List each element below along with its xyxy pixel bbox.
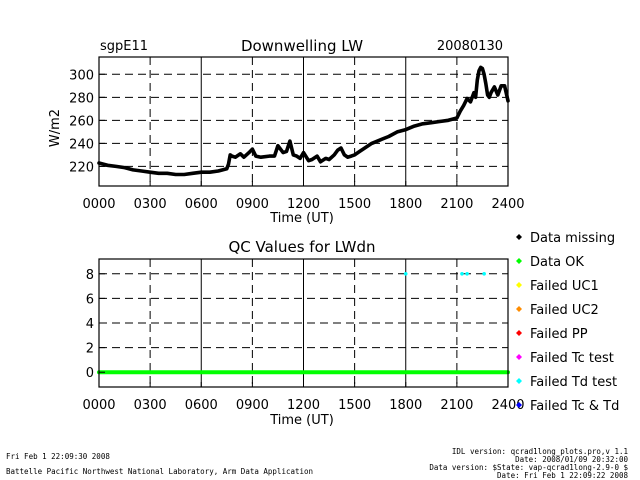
- y-tick-label: 4: [86, 317, 94, 332]
- chart1-ticks: 0000 0300 0600 0900 1200 1500 1800 2100 2400 220 2…: [69, 68, 524, 212]
- footer-idl-version: IDL version: qcrad1long_plots.pro,v 1.1: [452, 447, 628, 456]
- x-tick-label: 2400: [491, 197, 524, 212]
- x-tick-label: 0000: [82, 197, 115, 212]
- x-tick-label: 0300: [134, 197, 167, 212]
- chart1-title: Downwelling LW: [241, 37, 363, 55]
- legend-marker: [516, 354, 522, 360]
- x-tick-label: 0600: [185, 197, 218, 212]
- x-tick-label: 0900: [236, 398, 269, 413]
- x-tick-label: 1500: [338, 398, 371, 413]
- chart2-title: QC Values for LWdn: [228, 238, 375, 256]
- qc-point: [482, 271, 486, 276]
- qc-point: [403, 271, 408, 276]
- legend-label: Failed UC1: [530, 279, 599, 294]
- x-tick-label: 0900: [236, 197, 269, 212]
- chart2-data: [97, 271, 510, 375]
- chart1-ylabel: W/m2: [48, 109, 63, 147]
- footer-timestamp: Fri Feb 1 22:09:30 2008: [6, 452, 110, 461]
- legend-marker: [516, 378, 522, 384]
- chart1-xlabel: Time (UT): [269, 211, 334, 226]
- chart2-ticks: 0000 0300 0600 0900 1200 1500 1800 2100 2400 0 2 4 6…: [82, 268, 524, 413]
- legend-marker: [516, 330, 522, 336]
- y-tick-label: 240: [69, 137, 94, 152]
- x-tick-label: 0600: [185, 398, 218, 413]
- x-tick-label: 0000: [82, 398, 115, 413]
- y-tick-label: 8: [86, 268, 94, 283]
- legend-label: Failed Td test: [530, 375, 617, 390]
- y-tick-label: 260: [69, 114, 94, 129]
- y-tick-label: 6: [86, 292, 94, 307]
- legend-label: Failed Tc & Td: [530, 399, 619, 414]
- x-tick-label: 1200: [287, 197, 320, 212]
- x-tick-label: 2100: [440, 197, 473, 212]
- legend-label: Failed Tc test: [530, 351, 614, 366]
- chart1-grid: [99, 57, 508, 186]
- footer-idl-date: Date: 2008/01/09 20:32:00: [515, 455, 628, 464]
- downwelling-lw-chart: sgpE11 Downwelling LW 20080130 0000 0300 0…: [48, 37, 525, 226]
- y-tick-label: 300: [69, 68, 94, 83]
- legend-label: Failed PP: [530, 327, 588, 342]
- footer-lab: Battelle Pacific Northwest National Labo…: [6, 467, 313, 476]
- y-tick-label: 280: [69, 91, 94, 106]
- legend-marker: [516, 282, 522, 288]
- y-tick-label: 0: [86, 366, 94, 381]
- qc-point: [460, 271, 464, 276]
- legend-marker: [516, 234, 522, 240]
- legend-marker: [516, 258, 522, 264]
- chart1-data: [97, 65, 510, 177]
- qc-values-chart: QC Values for LWdn 0000 0300 0600 0900 1200 1…: [82, 238, 524, 428]
- legend-label: Failed UC2: [530, 303, 599, 318]
- site-label: sgpE11: [100, 39, 148, 54]
- y-tick-label: 2: [86, 342, 94, 357]
- legend-label: Data OK: [530, 255, 584, 270]
- legend-marker: [516, 306, 522, 312]
- footer-data-date: Date: Fri Feb 1 22:09:22 2008: [497, 471, 628, 480]
- y-tick-label: 220: [69, 160, 94, 175]
- date-label: 20080130: [437, 39, 503, 54]
- qc-legend: Data missing Data OK Failed UC1 Failed UC2 F…: [516, 231, 619, 414]
- x-tick-label: 2400: [491, 398, 524, 413]
- x-tick-label: 1500: [338, 197, 371, 212]
- x-tick-label: 1200: [287, 398, 320, 413]
- footer: Fri Feb 1 22:09:30 2008 Battelle Pacific…: [6, 447, 628, 480]
- legend-marker: [516, 402, 522, 408]
- chart2-xlabel: Time (UT): [269, 413, 334, 428]
- legend-label: Data missing: [530, 231, 615, 246]
- qc-point: [465, 271, 469, 276]
- x-tick-label: 0300: [134, 398, 167, 413]
- lw-series-line: [97, 65, 510, 177]
- footer-data-version: Data version: $State: vap-qcrad1long-2.9…: [429, 463, 628, 472]
- x-tick-label: 1800: [389, 398, 422, 413]
- x-tick-label: 1800: [389, 197, 422, 212]
- x-tick-label: 2100: [440, 398, 473, 413]
